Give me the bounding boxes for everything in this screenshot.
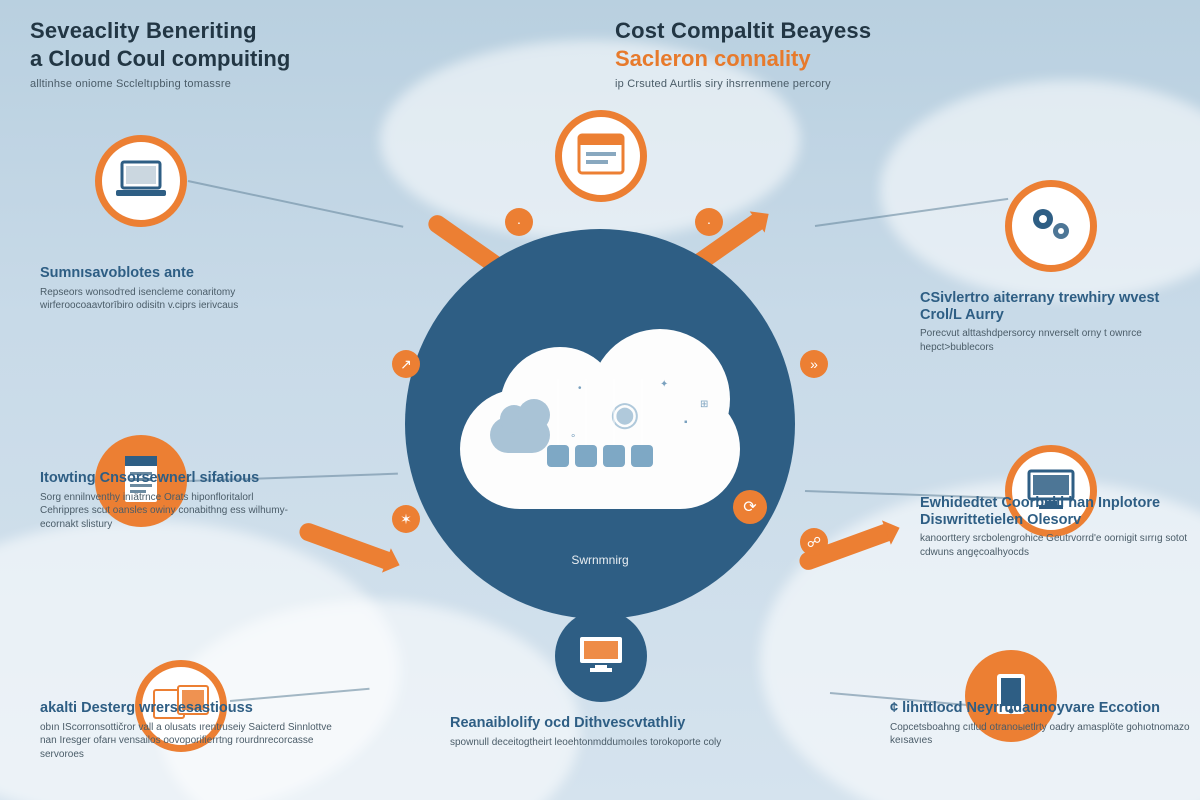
benefit-title: Ewhidedtet Coorbalıl han Inplotore Disıw… xyxy=(920,495,1190,528)
title-right-sub: ip Crsuted Aurtlis siry ihsrrenmene perc… xyxy=(615,78,1175,90)
benefit-text: Sumnısavoblotes ante Repseors wonsodтed i… xyxy=(40,265,280,313)
benefit-text: akalti Desterg wrersesastiouss obın IScor… xyxy=(40,700,340,761)
hub-circle: ◉ ✦ • ▪ ⊞ ∘ Swrnmnirg ⟳ xyxy=(405,229,795,619)
benefit-node xyxy=(555,610,647,702)
mini-cloud-icon xyxy=(490,417,550,453)
benefit-body: Repseors wonsodтed isencleme conaritomy … xyxy=(40,286,280,313)
hub-drop-lines xyxy=(557,379,643,449)
benefit-body: obın IScorronsottičror vall a olusats ır… xyxy=(40,721,340,762)
gears-icon xyxy=(1023,199,1079,254)
benefit-title: CSivlertro aiterrany trewhiry wvest Crol… xyxy=(920,290,1180,323)
connector-dot: ↗ xyxy=(392,350,420,378)
spark-icon: ⊞ xyxy=(700,399,708,410)
benefit-body: Sorg ennilnventhy inıätrnce Orats hiponf… xyxy=(40,491,300,532)
hub: ◉ ✦ • ▪ ⊞ ∘ Swrnmnirg ⟳ xyxy=(405,229,795,619)
benefit-title: Itowting Cnsorsewnerl sifatious xyxy=(40,470,300,487)
benefit-body: spownull deceitogtheirt leoehtonmddumoıl… xyxy=(450,736,750,750)
benefit-text: Ewhidedtet Coorbalıl han Inplotore Disıw… xyxy=(920,495,1190,559)
title-left: Seveaclity Beneriting a Cloud Coul compu… xyxy=(30,18,490,90)
connector-dot: ☍ xyxy=(800,528,828,556)
benefit-text: ¢ lihıttlocd Neyrrudaunoyvare Eccotion Co… xyxy=(890,700,1190,748)
connector-dot: ✶ xyxy=(392,505,420,533)
spark-icon: ▪ xyxy=(684,417,688,428)
benefit-text: Reanaiblolify ocd Dithvescvtathliy spownu… xyxy=(450,715,750,749)
connector-dot: · xyxy=(695,208,723,236)
benefit-title: Reanaiblolify ocd Dithvescvtathliy xyxy=(450,715,750,732)
refresh-icon: ⟳ xyxy=(733,490,767,524)
title-right-line1: Cost Compaltit Beayess xyxy=(615,18,1175,44)
benefit-title: akalti Desterg wrersesastiouss xyxy=(40,700,340,717)
title-right: Cost Compaltit Beayess Sacleron connalit… xyxy=(615,18,1175,90)
monitor2-icon xyxy=(576,633,626,680)
benefit-title: Sumnısavoblotes ante xyxy=(40,265,280,282)
connector-dot: · xyxy=(505,208,533,236)
benefit-node xyxy=(555,110,647,202)
browser-icon xyxy=(576,132,626,181)
title-left-line1: Seveaclity Beneriting xyxy=(30,18,490,44)
connector-dot: » xyxy=(800,350,828,378)
title-left-sub: alltinhse oniome Sccleltıpbing tomassre xyxy=(30,78,490,90)
benefit-body: Copcetsboahng cıtlud otranoыetlrty oadry… xyxy=(890,721,1190,748)
benefit-title: ¢ lihıttlocd Neyrrudaunoyvare Eccotion xyxy=(890,700,1190,717)
benefit-text: Itowting Cnsorsewnerl sifatious Sorg enni… xyxy=(40,470,300,531)
benefit-text: CSivlertro aiterrany trewhiry wvest Crol… xyxy=(920,290,1180,354)
laptop-icon xyxy=(114,158,168,205)
title-left-line2: a Cloud Coul compuiting xyxy=(30,46,490,72)
benefit-node xyxy=(1005,180,1097,272)
title-right-line2: Sacleron connality xyxy=(615,46,1175,72)
spark-icon: ✦ xyxy=(660,379,668,390)
benefit-body: kanoorttery srcbolengrohice Geutrvorrd'e… xyxy=(920,532,1190,559)
benefit-body: Porecvut alttashdрersorcy nnverselt orny… xyxy=(920,327,1180,354)
hub-label: Swrnmnirg xyxy=(571,553,628,567)
benefit-node xyxy=(95,135,187,227)
